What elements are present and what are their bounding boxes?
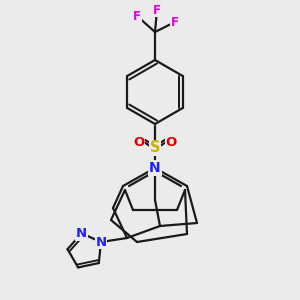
Text: N: N: [95, 236, 106, 248]
Text: N: N: [76, 227, 87, 240]
Text: S: S: [150, 140, 160, 155]
Text: O: O: [165, 136, 177, 148]
Text: O: O: [134, 136, 145, 148]
Text: N: N: [149, 161, 161, 175]
Text: F: F: [171, 16, 179, 28]
Text: F: F: [133, 10, 141, 22]
Text: F: F: [153, 4, 161, 16]
